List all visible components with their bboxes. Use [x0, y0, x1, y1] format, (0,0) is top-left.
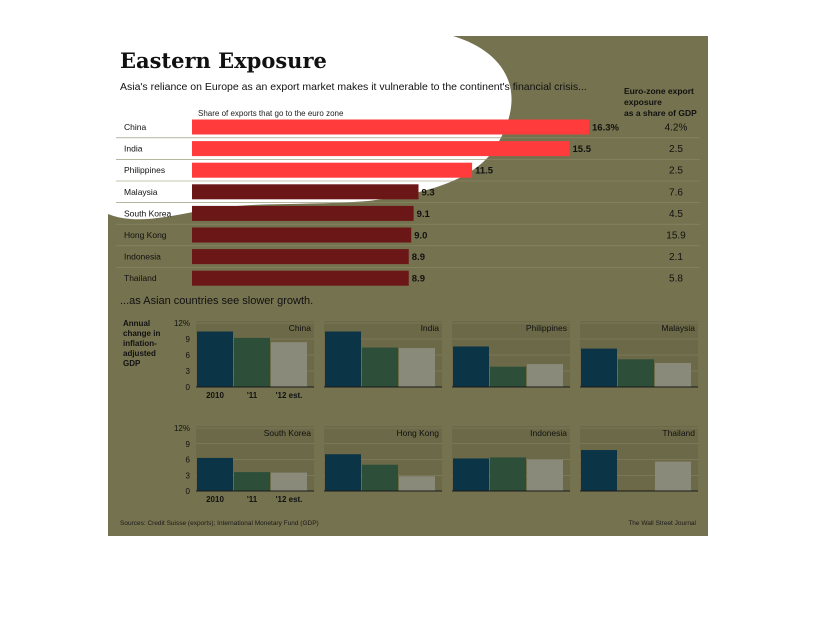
gdp-bar [197, 457, 233, 491]
country-label: China [124, 122, 146, 132]
y-tick-label: 0 [186, 487, 191, 496]
gdp-bar [581, 348, 617, 387]
sources-note: Sources: Credit Suisse (exports); Intern… [120, 520, 319, 527]
gdp-exposure-value: 15.9 [666, 231, 686, 242]
export-share-bar [192, 249, 409, 265]
series-label: Share of exports that go to the euro zon… [198, 109, 344, 118]
panel-country-label: South Korea [264, 428, 312, 438]
gdp-bar [271, 472, 307, 491]
gdp-bar [325, 331, 361, 387]
chart-canvas: Eastern Exposure Asia's reliance on Euro… [108, 36, 708, 536]
gdp-exposure-value: 2.1 [669, 252, 683, 263]
country-label: Malaysia [124, 187, 158, 197]
gdp-bar [527, 459, 563, 491]
bar-value-label: 9.3 [422, 187, 435, 198]
country-label: South Korea [124, 208, 172, 218]
panel-country-label: China [289, 323, 311, 333]
gdp-exposure-value: 4.2% [665, 123, 688, 134]
gdp-bar [362, 464, 398, 491]
growth-panels: China 12% 9 6 3 0 2010 '11 '12 est. India Philippi… [174, 319, 698, 504]
country-label: Hong Kong [124, 230, 167, 240]
gdp-bar [399, 476, 435, 491]
gdp-bar [271, 342, 307, 387]
y-tick-label: 9 [186, 440, 191, 449]
gdp-exposure-value: 7.6 [669, 187, 683, 198]
panel-country-label: Indonesia [530, 428, 567, 438]
gdp-bar [325, 454, 361, 491]
gdp-bar [655, 363, 691, 387]
export-share-bar [192, 184, 419, 200]
export-share-bar [192, 270, 409, 286]
chart-title: Eastern Exposure [120, 48, 327, 73]
bar-value-label: 8.9 [412, 252, 425, 263]
y-tick-label: 3 [186, 367, 191, 376]
side-column-header: as a share of GDP [624, 108, 697, 118]
export-share-bar [192, 162, 473, 178]
growth-section-title: ...as Asian countries see slower growth. [120, 295, 313, 307]
panel-country-label: Malaysia [661, 323, 695, 333]
gdp-bar [618, 359, 654, 387]
x-tick-label: 2010 [206, 495, 224, 504]
x-tick-label: '11 [247, 391, 258, 400]
bar-value-label: 9.1 [417, 209, 431, 220]
y-tick-label: 9 [186, 335, 191, 344]
credit-note: The Wall Street Journal [628, 520, 696, 527]
y-tick-label: 6 [186, 456, 191, 465]
bar-value-label: 11.5 [475, 166, 494, 177]
y-tick-label: 6 [186, 351, 191, 360]
gdp-bar [362, 347, 398, 387]
country-label: Indonesia [124, 252, 161, 262]
country-label: India [124, 144, 143, 154]
gdp-exposure-value: 2.5 [669, 144, 683, 155]
x-tick-label: '12 est. [276, 495, 303, 504]
gdp-exposure-value: 2.5 [669, 166, 683, 177]
y-tick-label: 3 [186, 471, 191, 480]
y-tick-label: 0 [186, 383, 191, 392]
infographic: Eastern Exposure Asia's reliance on Euro… [108, 36, 708, 536]
gdp-bar [453, 458, 489, 491]
y-tick-label: 12% [174, 424, 190, 433]
bar-value-label: 8.9 [412, 274, 425, 285]
export-share-bar [192, 205, 414, 221]
country-label: Philippines [124, 165, 165, 175]
side-column-header: Euro-zone export [624, 86, 694, 96]
ylabel-line: Annual [123, 319, 150, 328]
gdp-exposure-value: 5.8 [669, 274, 683, 285]
panel-country-label: India [421, 323, 440, 333]
export-share-bars: China 16.3% 4.2% India 15.5 2.5 Philippines 11.… [116, 119, 700, 286]
export-share-bar [192, 227, 412, 243]
panel-country-label: Philippines [526, 323, 567, 333]
gdp-bar [399, 348, 435, 387]
export-share-bar [192, 141, 570, 157]
x-tick-label: '11 [247, 495, 258, 504]
gdp-bar [234, 472, 270, 491]
gdp-bar [490, 366, 526, 387]
ylabel-line: inflation- [123, 339, 157, 348]
export-share-bar [192, 119, 589, 135]
gdp-bar [234, 337, 270, 387]
gdp-exposure-value: 4.5 [669, 209, 683, 220]
x-tick-label: 2010 [206, 391, 224, 400]
side-column-header: exposure [624, 97, 662, 107]
ylabel-line: change in [123, 329, 160, 338]
x-tick-label: '12 est. [276, 391, 303, 400]
gdp-bar [490, 457, 526, 491]
gdp-bar [655, 461, 691, 491]
panel-country-label: Thailand [662, 428, 695, 438]
chart-subtitle: Asia's reliance on Europe as an export m… [120, 81, 587, 93]
gdp-bar [197, 331, 233, 387]
bar-value-label: 15.5 [573, 144, 592, 155]
ylabel-line: adjusted [123, 349, 156, 358]
bar-value-label: 9.0 [414, 231, 427, 242]
bar-value-label: 16.3% [592, 123, 619, 134]
y-tick-label: 12% [174, 319, 190, 328]
gdp-bar [581, 450, 617, 491]
ylabel-line: GDP [123, 359, 141, 368]
country-label: Thailand [124, 273, 157, 283]
gdp-bar [453, 346, 489, 387]
gdp-bar [527, 364, 563, 387]
panel-country-label: Hong Kong [396, 428, 439, 438]
